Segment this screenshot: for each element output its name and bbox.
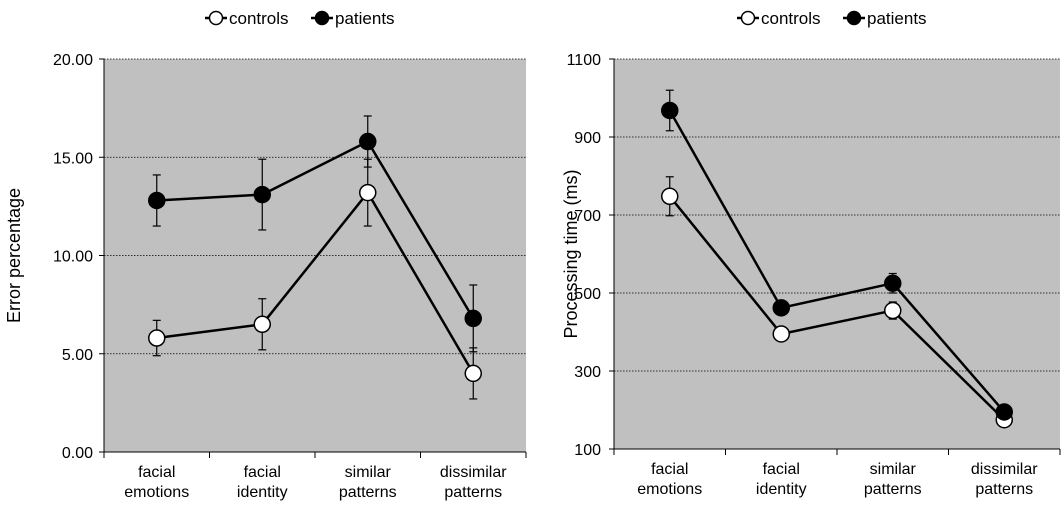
y-tick-label: 5.00	[62, 347, 93, 364]
y-axis-label: Processing time (ms)	[561, 169, 581, 338]
chart-panel-1: 0.00 5.00 10.00 15.00 20.00 facial emotions fac…	[4, 9, 527, 501]
legend: controls patients	[205, 9, 395, 28]
x-tick-label: dissimilar patterns	[971, 461, 1038, 498]
y-tick-label: 10.00	[53, 249, 93, 266]
y-tick-label: 15.00	[53, 150, 93, 167]
legend-label: controls	[761, 9, 821, 28]
x-tick-label: facial emotions	[637, 461, 702, 498]
data-point-controls	[253, 315, 271, 334]
data-point-patients	[995, 403, 1013, 421]
data-point-controls	[661, 187, 679, 206]
data-point-patients	[359, 132, 377, 151]
x-tick-label: similar patterns	[339, 464, 397, 501]
x-tick-label: similar patterns	[864, 461, 922, 498]
data-point-patients	[464, 309, 482, 328]
chart-panel-2: 100 300 500 700 900 1100 facial emotions facial i…	[561, 9, 1061, 498]
legend-marker	[208, 10, 224, 26]
data-point-controls	[148, 329, 166, 347]
data-point-controls	[359, 183, 377, 202]
series-line-patients	[668, 109, 1006, 413]
data-point-controls	[464, 364, 482, 383]
plot-area	[614, 59, 1060, 449]
x-tick-label: facial identity	[237, 464, 288, 501]
legend-marker	[314, 10, 330, 26]
x-tick-label: facial identity	[756, 461, 807, 498]
data-point-controls	[884, 301, 902, 320]
data-point-patients	[772, 299, 790, 317]
y-tick-label: 1100	[567, 52, 602, 69]
y-tick-label: 300	[574, 364, 601, 381]
y-tick-label: 500	[574, 286, 601, 303]
series-line-patients	[156, 139, 475, 320]
legend-label: patients	[335, 9, 395, 28]
legend-label: patients	[867, 9, 927, 28]
y-tick-label: 0.00	[62, 445, 93, 462]
data-point-patients	[148, 191, 166, 210]
series-line-controls	[156, 190, 475, 375]
y-tick-label: 20.00	[53, 52, 93, 69]
y-tick-label: 700	[574, 208, 601, 225]
legend: controls patients	[737, 9, 927, 28]
data-point-controls	[772, 325, 790, 343]
y-axis-label: Error percentage	[4, 188, 24, 323]
data-point-patients	[253, 185, 271, 204]
data-point-patients	[884, 274, 902, 292]
series-line-controls	[668, 195, 1006, 421]
y-tick-label: 900	[574, 130, 601, 147]
legend-marker	[740, 10, 756, 26]
legend-marker	[846, 10, 862, 26]
x-tick-label: dissimilar patterns	[440, 464, 507, 501]
data-point-patients	[661, 101, 679, 120]
y-tick-label: 100	[574, 442, 601, 459]
legend-label: controls	[229, 9, 289, 28]
x-tick-label: facial emotions	[124, 464, 189, 501]
